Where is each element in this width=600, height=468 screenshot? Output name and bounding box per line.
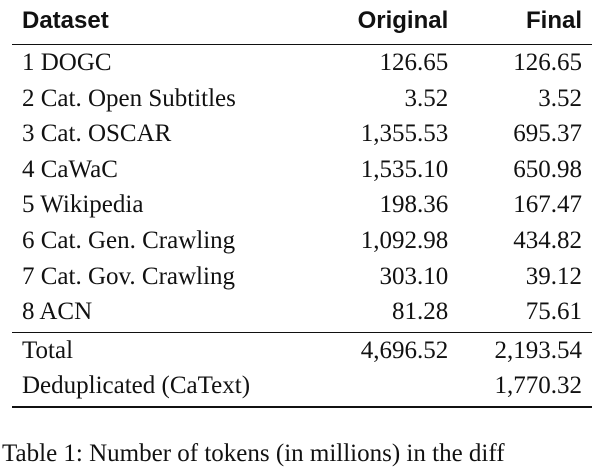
header-original: Original: [357, 7, 449, 34]
cell-original: 303.10: [379, 262, 449, 290]
cell-dataset: 7 Cat. Gov. Crawling: [22, 262, 235, 290]
cell-original: 198.36: [379, 191, 449, 219]
cell-final: 650.98: [513, 155, 582, 183]
cell-dataset: 3 Cat. OSCAR: [22, 120, 172, 148]
header-final: Final: [525, 7, 582, 34]
total-label: Total: [22, 336, 74, 364]
cell-final: 39.12: [525, 262, 582, 290]
cell-dataset: 2 Cat. Open Subtitles: [22, 84, 236, 112]
deduplicated-original: [321, 368, 459, 407]
cell-original: 1,355.53: [360, 120, 449, 148]
table-caption: Table 1: Number of tokens (in millions) …: [2, 440, 505, 467]
cell-final: 3.52: [538, 84, 582, 112]
total-row: Total 4,696.52 2,193.54: [12, 332, 592, 368]
cell-final: 434.82: [513, 226, 582, 254]
cell-dataset: 6 Cat. Gen. Crawling: [22, 226, 236, 254]
cell-original: 81.28: [392, 298, 449, 326]
cell-dataset: 1 DOGC: [22, 49, 112, 76]
table-row: 8 ACN 81.28 75.61: [12, 294, 592, 332]
cell-dataset: 5 Wikipedia: [22, 191, 144, 219]
total-final: 2,193.54: [494, 336, 583, 364]
table-row: 7 Cat. Gov. Crawling 303.10 39.12: [12, 259, 592, 295]
cell-final: 126.65: [513, 49, 582, 76]
deduplicated-row: Deduplicated (CaText) 1,770.32: [12, 368, 592, 407]
table-row: 6 Cat. Gen. Crawling 1,092.98 434.82: [12, 223, 592, 259]
cell-dataset: 8 ACN: [22, 298, 93, 326]
cell-original: 126.65: [379, 49, 449, 76]
cell-original: 3.52: [404, 84, 449, 112]
cell-final: 695.37: [513, 120, 582, 148]
table-row: 4 CaWaC 1,535.10 650.98: [12, 152, 592, 188]
cell-final: 75.61: [525, 298, 582, 326]
header-row: Dataset Original Final: [12, 0, 592, 45]
deduplicated-label: Deduplicated (CaText): [22, 372, 251, 400]
table-row: 1 DOGC 126.65 126.65: [12, 45, 592, 81]
dataset-table: Dataset Original Final 1 DOGC 126.65 126.6…: [12, 0, 592, 408]
cell-dataset: 4 CaWaC: [22, 155, 118, 183]
header-dataset: Dataset: [22, 7, 109, 34]
table-row: 5 Wikipedia 198.36 167.47: [12, 187, 592, 223]
deduplicated-final: 1,770.32: [494, 372, 583, 400]
table-row: 2 Cat. Open Subtitles 3.52 3.52: [12, 81, 592, 117]
cell-original: 1,092.98: [360, 226, 449, 254]
table-row: 3 Cat. OSCAR 1,355.53 695.37: [12, 116, 592, 152]
total-original: 4,696.52: [360, 336, 449, 364]
cell-final: 167.47: [513, 191, 582, 219]
cell-original: 1,535.10: [360, 155, 449, 183]
